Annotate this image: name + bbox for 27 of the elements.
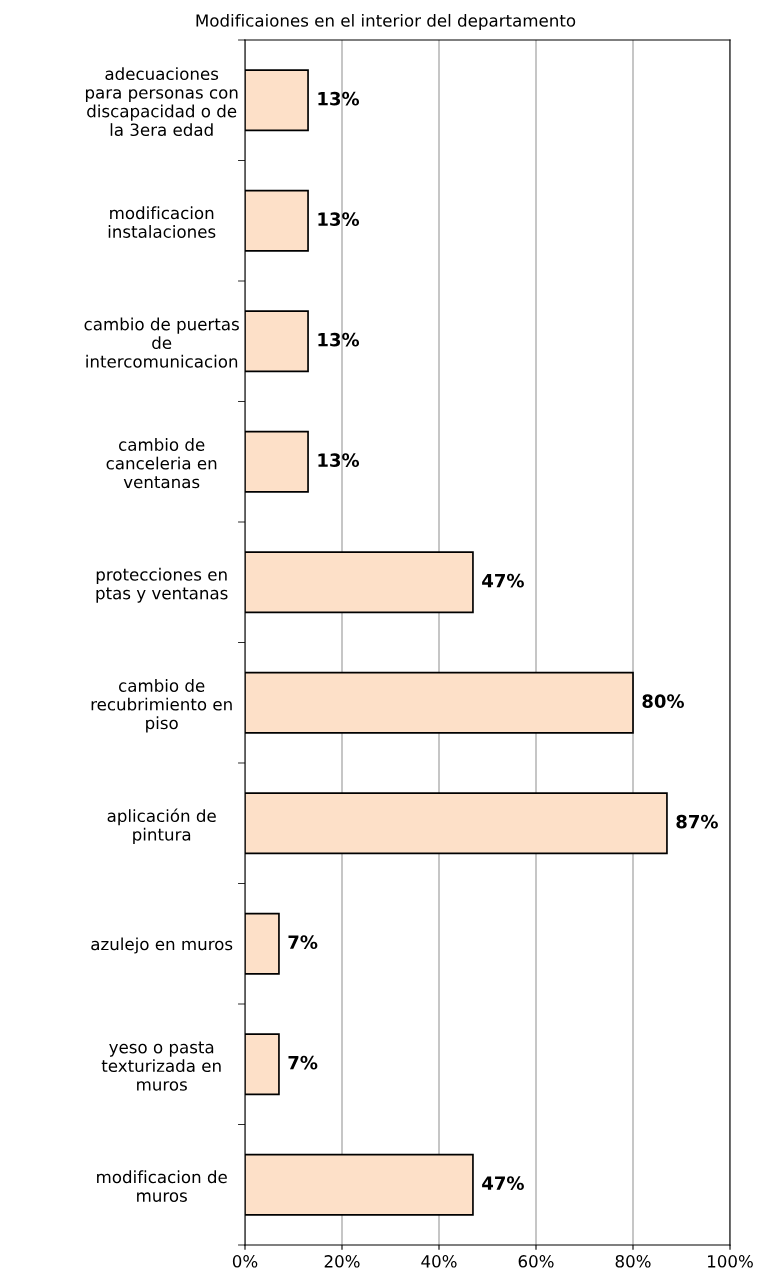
data-label: 87% [676, 814, 718, 829]
y-tick-label: adecuaciones para personas con discapacidad o de la 3era edad [85, 67, 238, 137]
y-tick-label: cambio de puertas de intercomunicacion [84, 317, 239, 368]
y-tick-label: protecciones en ptas y ventanas [96, 567, 228, 603]
x-tick-label: 0% [232, 1255, 258, 1268]
data-label: 47% [482, 573, 524, 588]
y-tick-label: azulejo en muros [91, 937, 233, 954]
y-tick-label: modificacion de muros [97, 1170, 227, 1202]
data-label: 13% [318, 453, 360, 467]
x-tick-label: 60% [518, 1255, 554, 1268]
x-tick-label: 80% [615, 1255, 651, 1268]
data-label: 13% [318, 212, 360, 226]
data-label: 47% [482, 1176, 524, 1190]
data-label: 80% [642, 694, 684, 708]
data-label: 13% [318, 91, 360, 106]
chart-title: Modificaiones en el interior del departamento [196, 13, 576, 31]
x-tick-label: 20% [324, 1255, 360, 1268]
y-tick-label: cambio de canceleria en ventanas [106, 438, 217, 489]
data-label: 7% [288, 1055, 318, 1070]
y-tick-label: modificacion instalaciones [108, 206, 216, 238]
y-tick-label: cambio de recubrimiento en piso [91, 679, 232, 733]
y-tick-label: yeso o pasta texturizada en muros [101, 1041, 221, 1091]
data-label: 13% [318, 332, 360, 347]
y-tick-label: aplicación de pintura [107, 808, 216, 844]
x-tick-label: 40% [421, 1255, 457, 1268]
x-tick-label: 100% [708, 1255, 753, 1268]
data-label: 7% [288, 935, 318, 949]
